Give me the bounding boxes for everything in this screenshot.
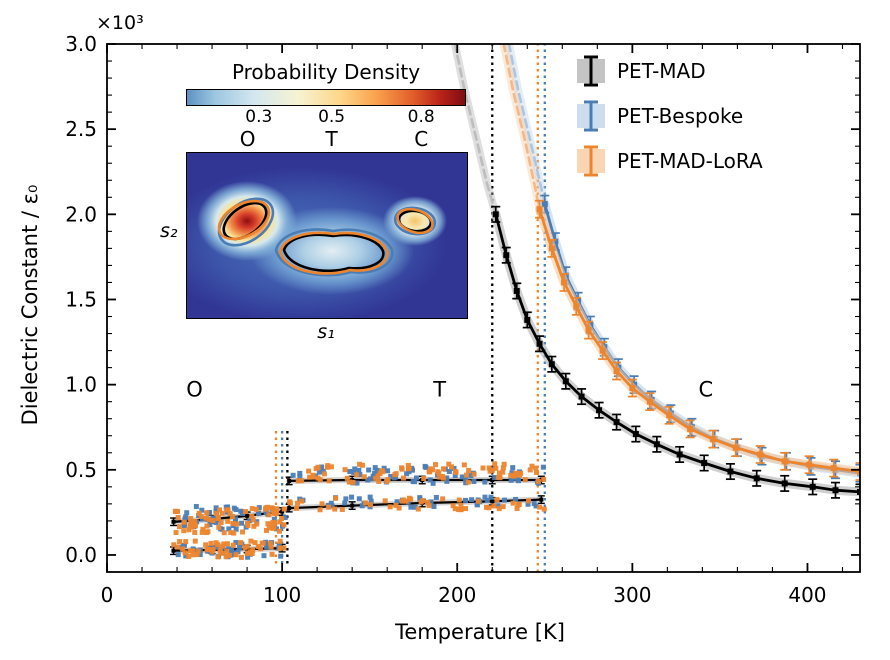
y-tick-label: 1.0 <box>65 373 97 397</box>
inset-probability-density: Probability Density 0.3 0.5 0.8 O T C <box>160 60 468 343</box>
x-axis-label: Temperature [K] <box>395 620 565 644</box>
x-tick-label: 300 <box>613 583 651 607</box>
colorbar-tick: 0.8 <box>407 107 435 127</box>
legend-label: PET-MAD-LoRA <box>617 149 763 173</box>
colorbar <box>186 89 466 106</box>
y-axis-label: Dielectric Constant / ε₀ <box>18 184 42 426</box>
phase-letter-t: T <box>325 127 338 151</box>
contour-outlines <box>217 197 437 277</box>
contour-t-pet-mad-lora <box>278 231 389 275</box>
contour-c-pet-mad-lora <box>396 207 434 235</box>
phase-label-t: T <box>432 378 446 402</box>
inset-y-axis-label: s₂ <box>160 220 178 242</box>
phase-letter-o: O <box>239 127 256 151</box>
phase-letter-labels: O T C <box>186 127 466 152</box>
colorbar-tick-labels: 0.3 0.5 0.8 <box>186 106 466 127</box>
legend-label: PET-MAD <box>617 59 706 83</box>
y-tick-label: 1.5 <box>65 287 97 311</box>
phase-label-c: C <box>699 378 714 402</box>
legend-entry-pet-mad: PET-MAD <box>576 54 763 88</box>
contour-t-pet-bespoke <box>274 228 394 277</box>
x-tick-label: 400 <box>788 583 826 607</box>
y-tick-label: 0.5 <box>65 458 97 482</box>
y-tick-label: 0.0 <box>65 543 97 567</box>
y-tick-label: 2.5 <box>65 117 97 141</box>
probability-density-heatmap <box>186 152 468 319</box>
x-tick-label: 100 <box>263 583 301 607</box>
contour-t-pet-mad <box>282 233 385 273</box>
legend: PET-MAD PET-Bespoke PET-MAD-LoRA <box>576 54 763 178</box>
y-axis-scale-label: ×10³ <box>96 12 144 34</box>
contour-c-pet-bespoke <box>393 206 437 236</box>
errorbar-swatch-icon <box>577 100 605 132</box>
legend-entry-pet-bespoke: PET-Bespoke <box>576 99 763 133</box>
legend-entry-pet-mad-lora: PET-MAD-LoRA <box>576 144 763 178</box>
colorbar-tick: 0.5 <box>318 107 346 127</box>
density-blob-c <box>383 196 447 246</box>
x-tick-label: 200 <box>438 583 476 607</box>
plot-frame <box>106 43 861 573</box>
colorbar-tick: 0.3 <box>245 107 273 127</box>
inset-x-axis-label: s₁ <box>317 321 335 343</box>
phase-label-o: O <box>186 378 203 402</box>
phase-letter-c: C <box>414 127 429 151</box>
y-tick-label: 3.0 <box>65 32 97 56</box>
y-tick-label: 2.0 <box>65 202 97 226</box>
contour-o-pet-mad-lora <box>217 199 271 241</box>
plot-data-layer <box>170 44 860 572</box>
errorbar-swatch-icon <box>577 145 605 177</box>
inset-title: Probability Density <box>231 60 421 84</box>
x-tick-label: 0 <box>101 583 114 607</box>
legend-label: PET-Bespoke <box>617 104 744 128</box>
errorbar-swatch-icon <box>577 55 605 87</box>
